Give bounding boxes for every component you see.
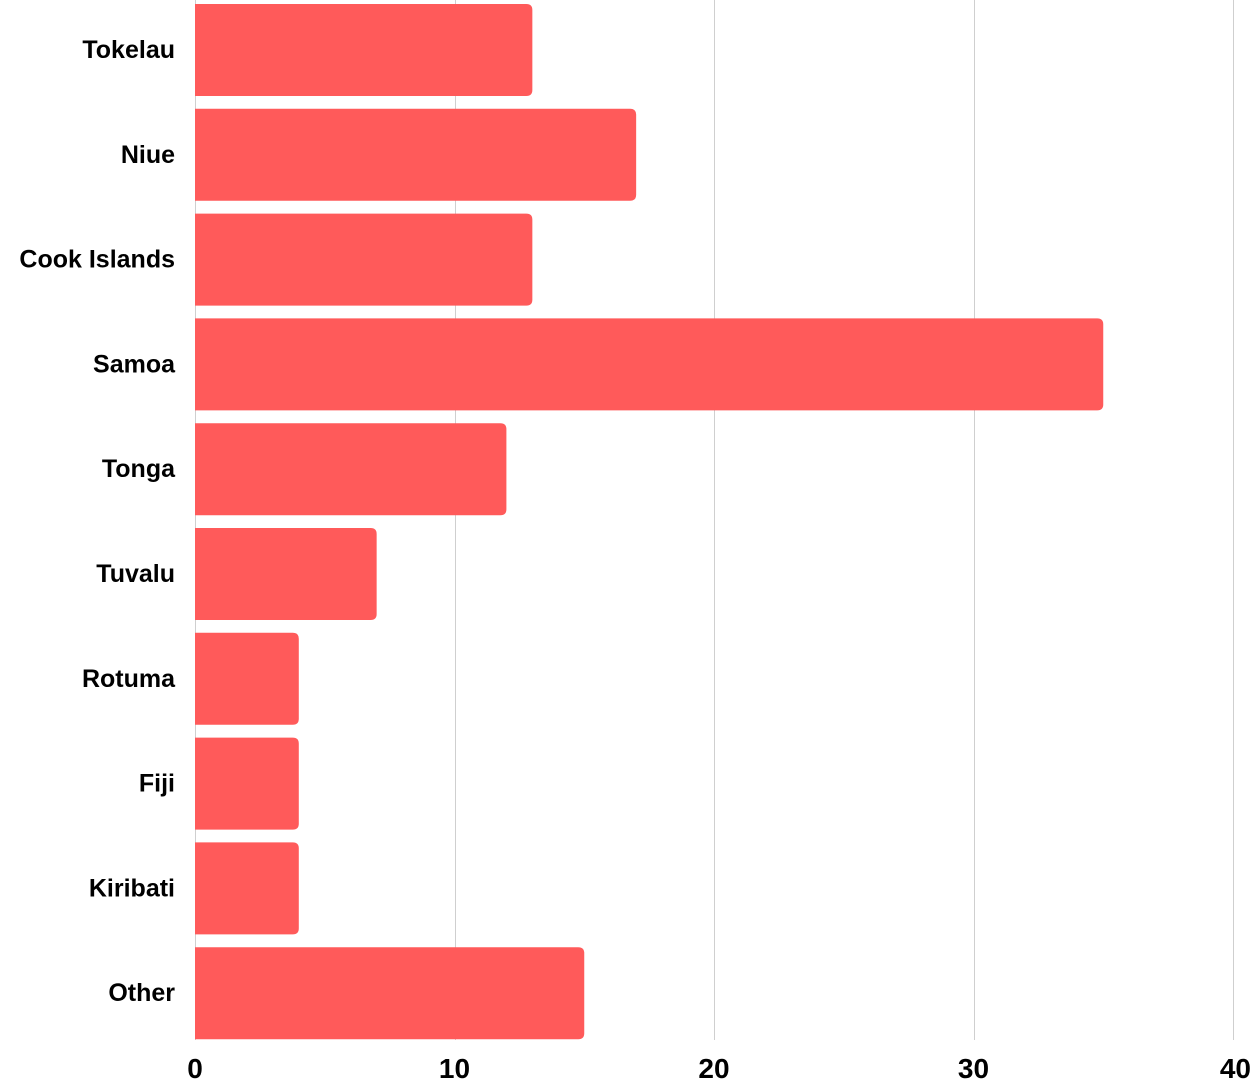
category-label-rotuma: Rotuma	[82, 665, 176, 693]
category-label-tokelau: Tokelau	[82, 36, 175, 64]
x-tick-label-20: 20	[698, 1053, 729, 1084]
x-tick-label-10: 10	[439, 1053, 470, 1084]
bar-rotuma	[195, 632, 299, 725]
bar-fiji	[195, 737, 299, 830]
category-label-cook-islands: Cook Islands	[19, 246, 175, 274]
bar-tonga	[195, 423, 507, 516]
bar-niue	[195, 108, 637, 201]
category-label-niue: Niue	[121, 141, 175, 169]
category-label-kiribati: Kiribati	[89, 874, 175, 902]
category-label-other: Other	[108, 979, 175, 1007]
bar-samoa	[195, 318, 1104, 411]
bar-tuvalu	[195, 528, 377, 620]
category-label-tonga: Tonga	[102, 455, 176, 483]
category-label-tuvalu: Tuvalu	[96, 560, 175, 588]
bar-tokelau	[195, 4, 533, 96]
category-label-samoa: Samoa	[93, 350, 176, 378]
bar-cook-islands	[195, 213, 533, 306]
x-tick-label-0: 0	[187, 1053, 203, 1084]
x-tick-label-40: 40	[1220, 1053, 1251, 1084]
x-tick-labels: 0 10 20 30 40	[187, 1053, 1251, 1084]
category-labels: Tokelau Niue Cook Islands Samoa Tonga Tuvalu R…	[19, 36, 176, 1007]
bar-other	[195, 947, 585, 1040]
bar-kiribati	[195, 842, 299, 935]
x-tick-label-30: 30	[958, 1053, 989, 1084]
category-label-fiji: Fiji	[139, 770, 175, 798]
bars	[195, 4, 1104, 1040]
